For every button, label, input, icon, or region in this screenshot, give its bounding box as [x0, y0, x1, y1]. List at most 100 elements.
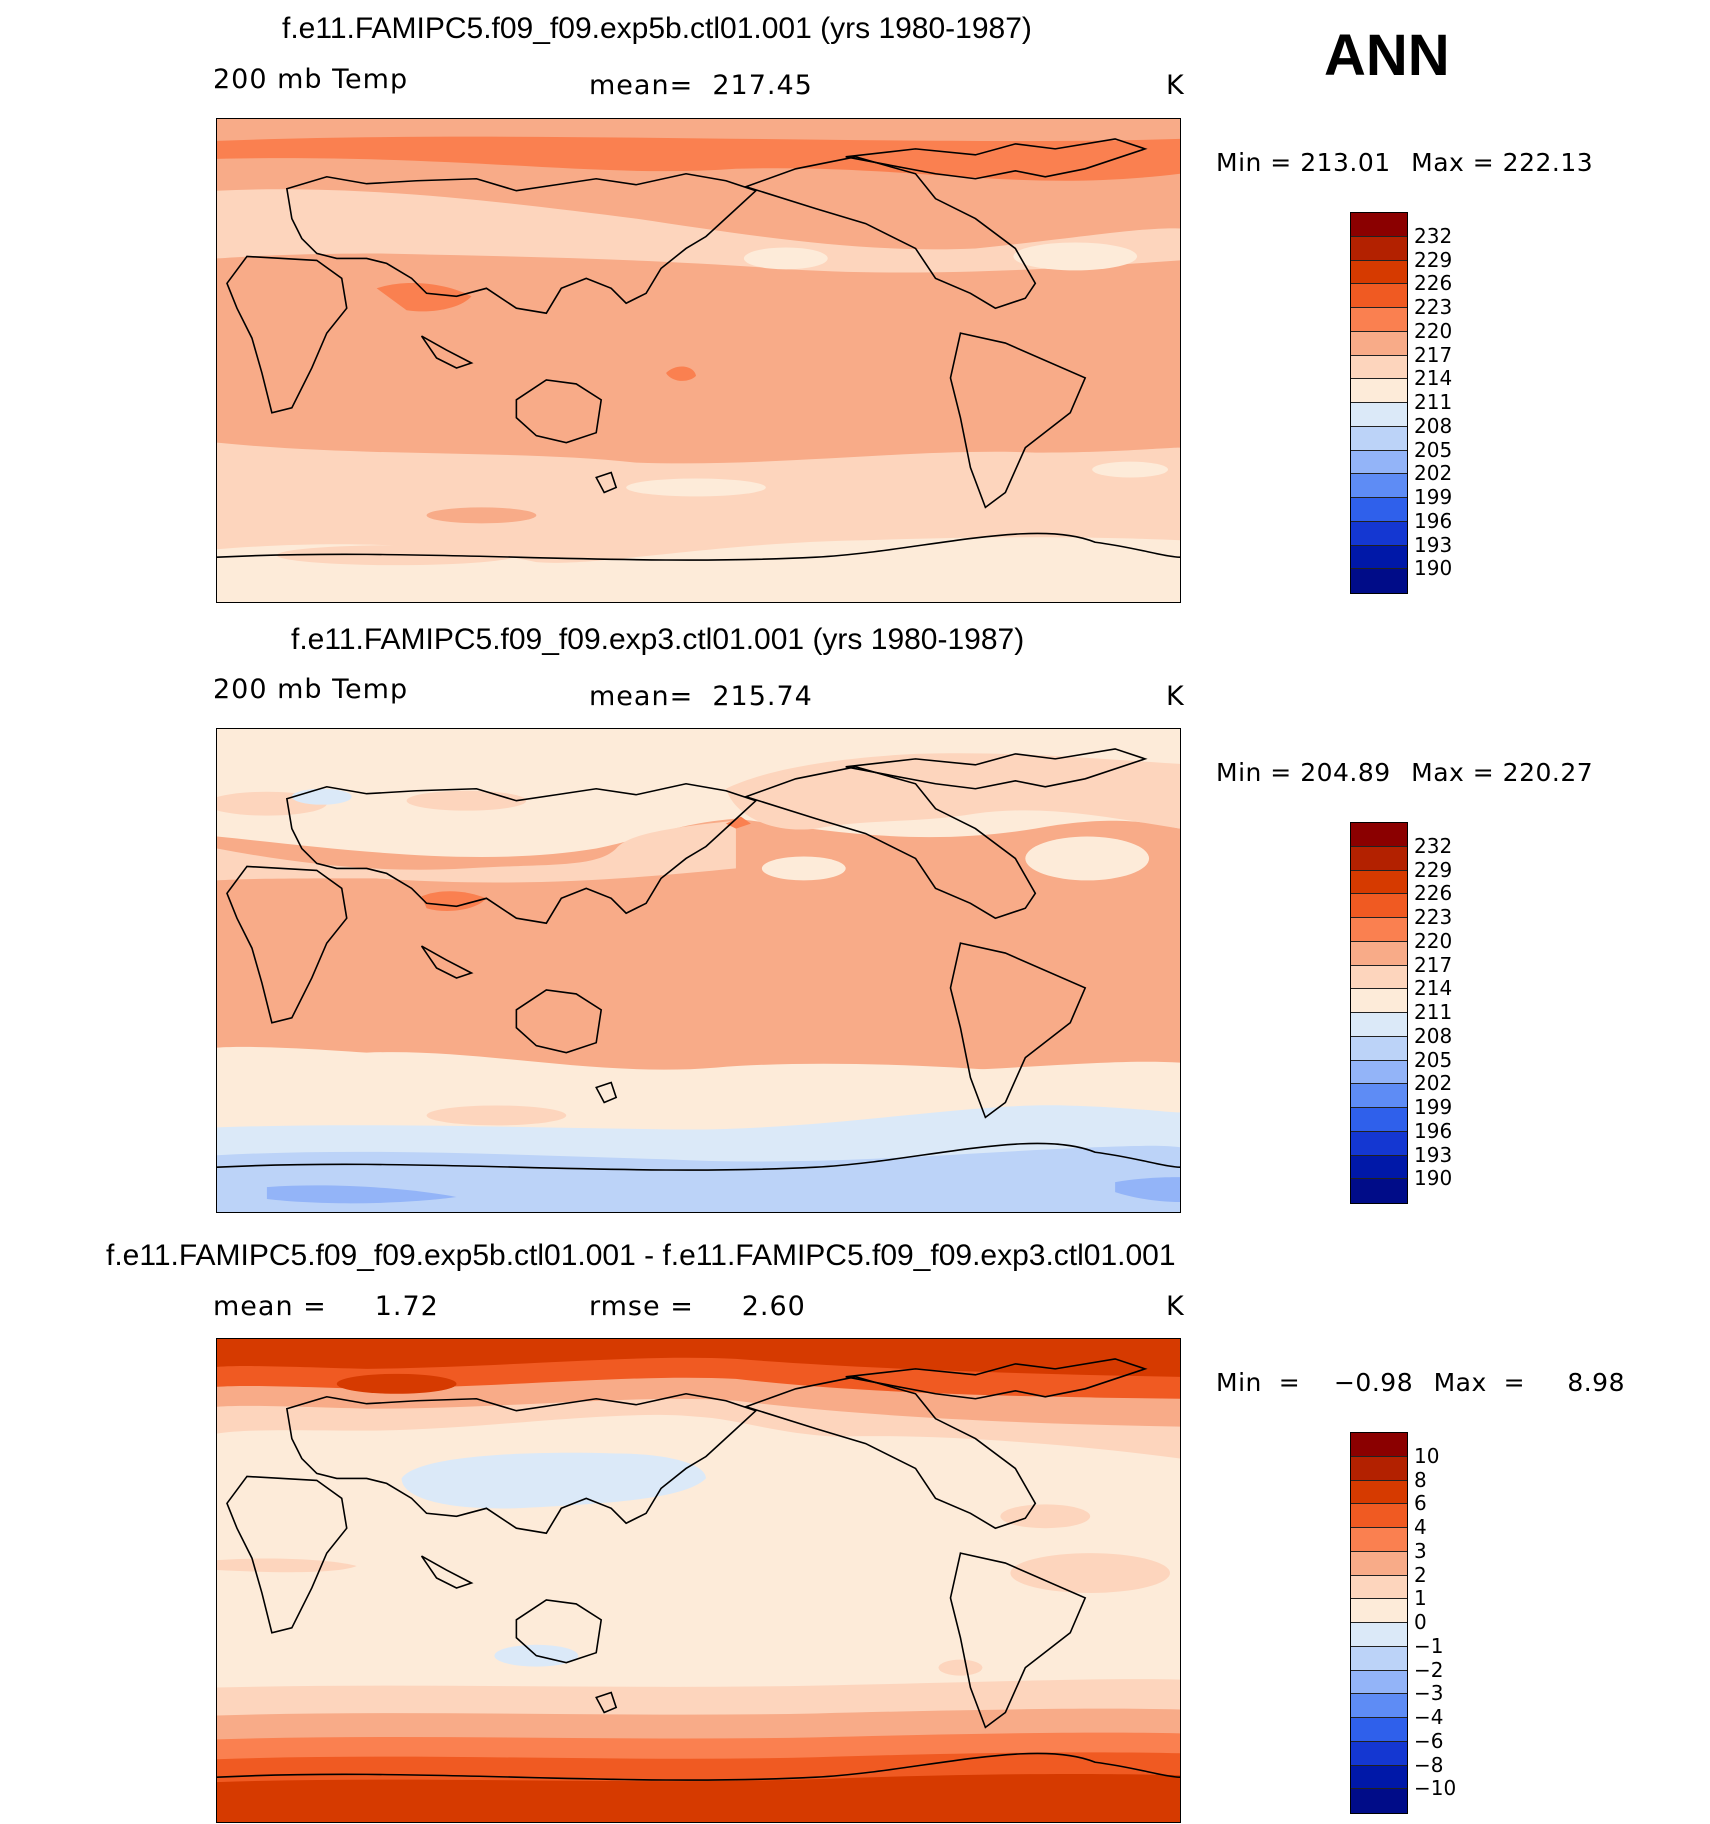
panel-1-colorbar-label: 208 — [1414, 413, 1453, 438]
panel-3-colorbar-label: 0 — [1414, 1610, 1427, 1634]
panel-2-colorbar-swatch — [1351, 1084, 1407, 1108]
panel-2-variable: 200 mb Temp — [213, 674, 409, 705]
panel-1-colorbar-swatch — [1351, 569, 1407, 593]
panel-3-colorbar-label: −1 — [1414, 1633, 1444, 1658]
panel-3-colorbar — [1350, 1432, 1408, 1814]
panel-2-colorbar-swatch — [1351, 989, 1407, 1013]
panel-3-colorbar-label: 1 — [1414, 1586, 1427, 1611]
panel-3-colorbar-label: −10 — [1414, 1776, 1457, 1801]
panel-1-variable: 200 mb Temp — [213, 64, 409, 95]
panel-1-colorbar-swatch — [1351, 213, 1407, 237]
panel-1-colorbar-label: 211 — [1414, 390, 1453, 414]
panel-3-colorbar-label: 10 — [1414, 1443, 1440, 1468]
panel-2-colorbar-swatch — [1351, 1036, 1407, 1061]
panel-3-colorbar-swatch — [1351, 1765, 1407, 1790]
panel-3-colorbar-swatch — [1351, 1575, 1407, 1600]
panel-1-colorbar-label: 223 — [1414, 295, 1453, 319]
panel-3-colorbar-swatch — [1351, 1741, 1407, 1766]
panel-2-colorbar-swatch — [1351, 870, 1407, 895]
panel-1-map — [216, 118, 1181, 603]
panel-2-colorbar-label: 229 — [1414, 857, 1453, 882]
panel-3-colorbar-swatch — [1351, 1718, 1407, 1742]
panel-1-colorbar-label: 232 — [1414, 223, 1453, 248]
panel-1-colorbar-swatch — [1351, 521, 1407, 546]
panel-2-minmax: Min = 204.89 Max = 220.27 — [1216, 758, 1593, 787]
panel-1-title: f.e11.FAMIPC5.f09_f09.exp5b.ctl01.001 (y… — [282, 12, 1032, 45]
panel-1-colorbar-label: 217 — [1414, 342, 1453, 367]
panel-2-colorbar-label: 193 — [1414, 1142, 1453, 1167]
panel-3-colorbar-label: −8 — [1414, 1752, 1444, 1777]
panel-3-colorbar-swatch — [1351, 1789, 1407, 1813]
panel-3-colorbar-label: −3 — [1414, 1681, 1444, 1706]
panel-1-colorbar-swatch — [1351, 355, 1407, 380]
panel-3-colorbar-swatch — [1351, 1599, 1407, 1623]
panel-3-colorbar-swatch — [1351, 1480, 1407, 1505]
panel-3-min: Min = −0.98 — [1216, 1368, 1414, 1397]
panel-3-colorbar-label: −4 — [1414, 1705, 1444, 1729]
panel-1-colorbar-label: 214 — [1414, 366, 1453, 391]
panel-3-map — [216, 1338, 1181, 1823]
panel-2-colorbar-swatch — [1351, 1155, 1407, 1180]
panel-1-min: Min = 213.01 — [1216, 148, 1391, 177]
panel-1-colorbar-label: 220 — [1414, 318, 1453, 343]
panel-3-colorbar-label: 2 — [1414, 1562, 1427, 1587]
panel-2-colorbar-label: 223 — [1414, 905, 1453, 929]
panel-1-max: Max = 222.13 — [1411, 148, 1594, 177]
panel-2-colorbar-label: 226 — [1414, 881, 1453, 906]
panel-2-colorbar-swatch — [1351, 1179, 1407, 1203]
panel-3-colorbar-swatch — [1351, 1694, 1407, 1718]
panel-1-colorbar-swatch — [1351, 498, 1407, 522]
panel-1-mean: mean= 217.45 — [589, 70, 813, 101]
panel-1-colorbar-label: 196 — [1414, 508, 1453, 533]
panel-1-colorbar-swatch — [1351, 426, 1407, 451]
panel-3-colorbar-label: −6 — [1414, 1728, 1444, 1753]
panel-1-colorbar-swatch — [1351, 284, 1407, 308]
panel-3-colorbar-swatch — [1351, 1623, 1407, 1647]
panel-2-colorbar-swatch — [1351, 1108, 1407, 1132]
panel-2-colorbar-label: 202 — [1414, 1071, 1453, 1096]
panel-3-colorbar-swatch — [1351, 1646, 1407, 1671]
panel-1-colorbar-label: 202 — [1414, 461, 1453, 486]
panel-1-colorbar-label: 229 — [1414, 247, 1453, 272]
panel-2-colorbar — [1350, 822, 1408, 1204]
panel-1-colorbar-label: 226 — [1414, 271, 1453, 296]
panel-1-minmax: Min = 213.01 Max = 222.13 — [1216, 148, 1593, 177]
panel-1-colorbar-label: 205 — [1414, 437, 1453, 462]
panel-2-title: f.e11.FAMIPC5.f09_f09.exp3.ctl01.001 (yr… — [291, 623, 1025, 656]
panel-2-mean: mean= 215.74 — [589, 681, 813, 712]
panel-3-max: Max = 8.98 — [1433, 1368, 1625, 1397]
panel-1-colorbar-label: 190 — [1414, 556, 1453, 581]
panel-2-colorbar-swatch — [1351, 846, 1407, 871]
panel-1-colorbar-swatch — [1351, 379, 1407, 403]
panel-1-colorbar-swatch — [1351, 236, 1407, 261]
panel-1-units: K — [1166, 70, 1185, 101]
panel-3-colorbar-swatch — [1351, 1433, 1407, 1457]
panel-3-colorbar-swatch — [1351, 1456, 1407, 1481]
panel-3-colorbar-label: 3 — [1414, 1538, 1427, 1563]
panel-3-colorbar-swatch — [1351, 1504, 1407, 1528]
panel-3-units: K — [1166, 1291, 1185, 1322]
panel-2-colorbar-label: 211 — [1414, 1000, 1453, 1024]
panel-3-colorbar-swatch — [1351, 1670, 1407, 1695]
panel-2-map — [216, 728, 1181, 1213]
panel-2-colorbar-label: 217 — [1414, 952, 1453, 977]
panel-1-colorbar-swatch — [1351, 545, 1407, 570]
panel-2-colorbar-label: 205 — [1414, 1047, 1453, 1072]
panel-2-units: K — [1166, 681, 1185, 712]
panel-3-colorbar-label: 8 — [1414, 1467, 1427, 1492]
season-label: ANN — [1324, 23, 1450, 88]
panel-3-colorbar-label: 6 — [1414, 1491, 1427, 1516]
panel-3-rmse: rmse = 2.60 — [589, 1291, 806, 1322]
panel-1-colorbar-swatch — [1351, 450, 1407, 475]
panel-3-title: f.e11.FAMIPC5.f09_f09.exp5b.ctl01.001 - … — [106, 1239, 1176, 1272]
panel-1-colorbar — [1350, 212, 1408, 594]
panel-2-colorbar-swatch — [1351, 823, 1407, 847]
panel-3-colorbar-label: 4 — [1414, 1515, 1427, 1539]
panel-1-colorbar-swatch — [1351, 331, 1407, 356]
panel-2-colorbar-label: 220 — [1414, 928, 1453, 953]
panel-2-colorbar-swatch — [1351, 1131, 1407, 1156]
panel-3-minmax: Min = −0.98 Max = 8.98 — [1216, 1368, 1625, 1397]
panel-2-colorbar-swatch — [1351, 918, 1407, 942]
panel-1-colorbar-label: 193 — [1414, 532, 1453, 557]
panel-2-colorbar-label: 208 — [1414, 1023, 1453, 1048]
